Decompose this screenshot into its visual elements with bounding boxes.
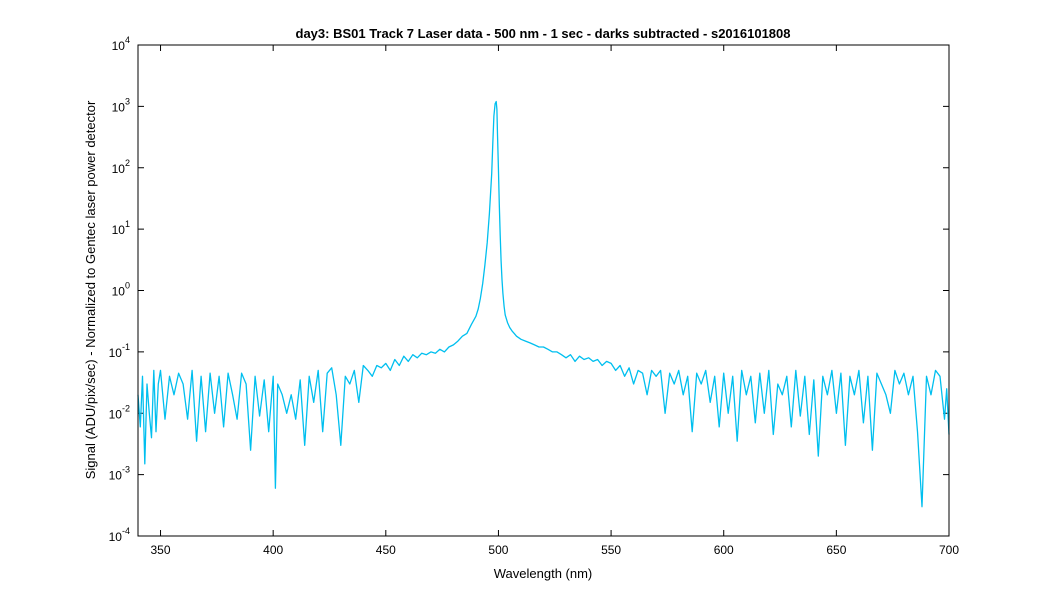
x-tick-label: 350 <box>151 543 171 557</box>
y-tick-label: 10-1 <box>109 342 130 360</box>
y-axis-label: Signal (ADU/pix/sec) - Normalized to Gen… <box>83 100 98 479</box>
plot-area <box>138 45 949 536</box>
y-tick-exponent: 2 <box>125 158 130 168</box>
y-tick-base: 10 <box>112 285 126 299</box>
y-tick-label: 10-2 <box>109 403 130 421</box>
y-tick-label: 10-3 <box>109 465 130 483</box>
y-tick-base: 10 <box>112 100 126 114</box>
y-tick-base: 10 <box>109 530 123 544</box>
y-tick-base: 10 <box>109 469 123 483</box>
plot-frame <box>137 44 950 537</box>
y-tick-base: 10 <box>109 407 123 421</box>
tick-layer: 350 400 450 500 550 600 650 70010-410-310-210-1… <box>109 35 960 557</box>
y-tick-label: 104 <box>112 35 130 53</box>
y-tick-label: 102 <box>112 158 130 176</box>
y-tick-label: 100 <box>112 281 130 299</box>
y-tick-exponent: -1 <box>122 342 130 352</box>
y-tick-exponent: -2 <box>122 403 130 413</box>
series-line-signal <box>137 100 950 508</box>
x-tick-label: 550 <box>601 543 621 557</box>
x-tick-label: 700 <box>939 543 959 557</box>
x-tick-label: 400 <box>263 543 283 557</box>
x-tick-label: 500 <box>488 543 508 557</box>
x-tick-label: 450 <box>376 543 396 557</box>
y-tick-label: 103 <box>112 96 130 114</box>
y-tick-label: 10-4 <box>109 526 130 544</box>
x-axis-label: Wavelength (nm) <box>494 566 593 581</box>
y-tick-base: 10 <box>112 162 126 176</box>
y-tick-base: 10 <box>112 223 126 237</box>
y-tick-label: 101 <box>112 219 130 237</box>
y-tick-exponent: 1 <box>125 219 130 229</box>
x-tick-label: 650 <box>826 543 846 557</box>
x-tick-label: 600 <box>714 543 734 557</box>
y-tick-exponent: -3 <box>122 465 130 475</box>
chart-title: day3: BS01 Track 7 Laser data - 500 nm -… <box>296 26 791 41</box>
y-tick-exponent: 4 <box>125 35 130 45</box>
y-tick-exponent: -4 <box>122 526 130 536</box>
y-tick-exponent: 3 <box>125 96 130 106</box>
y-tick-exponent: 0 <box>125 281 130 291</box>
y-tick-base: 10 <box>112 39 126 53</box>
y-tick-base: 10 <box>109 346 123 360</box>
